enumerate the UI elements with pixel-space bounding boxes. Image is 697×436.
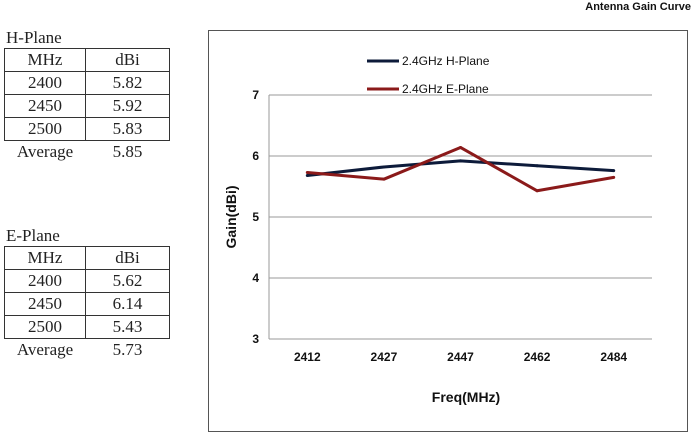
cell-mhz: 2500	[4, 117, 86, 141]
series-lines	[305, 145, 616, 193]
average-label: Average	[16, 340, 74, 359]
cell-dbi: 5.62	[85, 269, 170, 293]
cell-mhz: 2500	[4, 315, 86, 339]
gain-chart: 3 4 5 6 7 2412 2427 2447 2462 2484 2.4GHz H-Plan…	[223, 54, 652, 405]
y-tick-label: 6	[252, 149, 259, 163]
x-tick-label: 2412	[294, 350, 321, 364]
chart-frame: 3 4 5 6 7 2412 2427 2447 2462 2484 2.4GHz H-Plan…	[208, 30, 688, 432]
data-point	[612, 175, 616, 179]
average-value: 5.73	[112, 340, 143, 359]
cell-mhz: 2450	[4, 94, 86, 118]
legend-label: 2.4GHz H-Plane	[402, 54, 490, 68]
cell-mhz: 2400	[4, 269, 86, 293]
x-axis-label: Freq(MHz)	[432, 389, 500, 405]
cell-dbi: 5.83	[85, 117, 170, 141]
e-plane-title: E-Plane	[6, 226, 60, 245]
y-tick-label: 5	[252, 210, 259, 224]
data-point	[612, 169, 616, 173]
table-row: 2500 5.83	[4, 117, 170, 141]
average-row: Average 5.85	[5, 141, 170, 164]
series-line-h-plane	[307, 159, 614, 178]
data-point	[535, 164, 539, 168]
data-point	[535, 189, 539, 193]
e-plane-table-block: E-Plane MHz dBi 2400 5.62 2450 6.14 2500…	[4, 226, 174, 361]
table-row: 2500 5.43	[4, 315, 170, 339]
y-tick-label: 3	[252, 332, 259, 346]
legend: 2.4GHz H-Plane 2.4GHz E-Plane	[367, 54, 490, 96]
table-header-row: MHz dBi	[4, 48, 170, 72]
average-value: 5.85	[112, 142, 143, 161]
x-tick-label: 2447	[447, 350, 474, 364]
chart-title: Antenna Gain Curve	[585, 1, 691, 13]
cell-mhz: 2450	[4, 292, 86, 316]
e-plane-table: MHz dBi 2400 5.62 2450 6.14 2500 5.43 Av…	[4, 246, 170, 361]
y-tick-label: 7	[252, 88, 259, 102]
header-dbi: dBi	[85, 246, 170, 270]
data-point	[459, 145, 462, 149]
cell-dbi: 5.82	[85, 71, 170, 95]
table-header-row: MHz dBi	[4, 246, 170, 270]
y-tick-label: 4	[252, 271, 259, 285]
h-plane-table: MHz dBi 2400 5.82 2450 5.92 2500 5.83 Av…	[4, 48, 170, 163]
x-tick-label: 2462	[524, 350, 551, 364]
cell-dbi: 5.92	[85, 94, 170, 118]
y-axis-label: Gain(dBi)	[223, 186, 239, 249]
data-point	[305, 170, 309, 174]
y-tick-labels: 3 4 5 6 7	[252, 88, 259, 346]
cell-mhz: 2400	[4, 71, 86, 95]
legend-label: 2.4GHz E-Plane	[402, 82, 489, 96]
table-row: 2400 5.62	[4, 269, 170, 293]
data-point	[459, 159, 462, 163]
average-row: Average 5.73	[5, 339, 170, 362]
grid-lines	[268, 94, 652, 340]
h-plane-title: H-Plane	[6, 28, 62, 47]
table-row: 2450 6.14	[4, 292, 170, 316]
x-tick-labels: 2412 2427 2447 2462 2484	[294, 350, 627, 364]
header-mhz: MHz	[4, 246, 86, 270]
average-label: Average	[16, 142, 74, 161]
data-point	[382, 165, 386, 169]
x-tick-label: 2427	[371, 350, 398, 364]
header-dbi: dBi	[85, 48, 170, 72]
x-tick-label: 2484	[600, 350, 627, 364]
cell-dbi: 5.43	[85, 315, 170, 339]
data-point	[305, 174, 309, 178]
header-mhz: MHz	[4, 48, 86, 72]
h-plane-table-block: H-Plane MHz dBi 2400 5.82 2450 5.92 2500…	[4, 28, 174, 163]
table-row: 2450 5.92	[4, 94, 170, 118]
table-row: 2400 5.82	[4, 71, 170, 95]
cell-dbi: 6.14	[85, 292, 170, 316]
data-point	[382, 177, 386, 181]
